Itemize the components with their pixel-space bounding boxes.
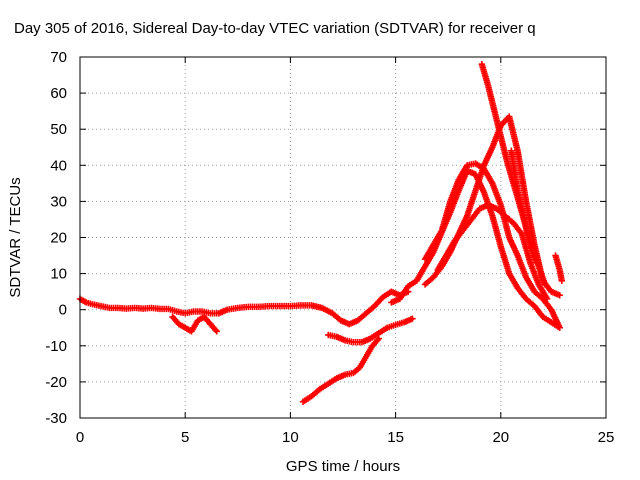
series-0 — [76, 288, 412, 328]
y-tick-label: 50 — [50, 121, 67, 138]
series-7 — [434, 201, 551, 303]
y-tick-label: 60 — [50, 85, 67, 102]
y-tick-label: -20 — [45, 374, 67, 391]
series-3 — [299, 335, 382, 405]
y-axis-label: SDTVAR / TECUs — [7, 177, 24, 297]
series-10 — [552, 252, 566, 285]
data-point — [409, 315, 416, 322]
series-2 — [325, 315, 416, 346]
y-tick-label: 0 — [59, 302, 67, 319]
data-point — [558, 277, 566, 285]
x-tick-labels: 0 5 10 15 20 25 — [76, 429, 615, 446]
x-tick-label: 25 — [598, 429, 615, 446]
chart-title: Day 305 of 2016, Sidereal Day-to-day VTE… — [14, 20, 536, 37]
x-tick-label: 0 — [76, 429, 84, 446]
y-tick-label: 70 — [50, 49, 67, 66]
x-axis-label: GPS time / hours — [286, 458, 400, 475]
data-point — [556, 324, 563, 331]
data-point — [533, 259, 540, 266]
series-9 — [508, 147, 540, 266]
data-point — [213, 328, 220, 335]
series-1 — [169, 313, 220, 335]
y-tick-label: 40 — [50, 157, 67, 174]
series-5 — [421, 160, 563, 331]
y-tick-label: 20 — [50, 230, 67, 247]
x-tick-label: 10 — [282, 429, 299, 446]
data-point — [375, 335, 382, 342]
y-tick-label: -30 — [45, 410, 67, 427]
plot-frame — [79, 56, 607, 419]
x-tick-label: 5 — [181, 429, 189, 446]
data-point — [543, 295, 551, 303]
data-point — [556, 292, 563, 299]
x-tick-label: 15 — [387, 429, 404, 446]
y-tick-labels: -30 -20 -10 0 10 20 30 40 50 60 70 — [45, 49, 67, 427]
y-tick-label: 30 — [50, 193, 67, 210]
x-tick-label: 20 — [492, 429, 509, 446]
y-tick-label: 10 — [50, 266, 67, 283]
y-tick-label: -10 — [45, 338, 67, 355]
data-point — [541, 281, 549, 288]
data-points — [76, 61, 566, 405]
